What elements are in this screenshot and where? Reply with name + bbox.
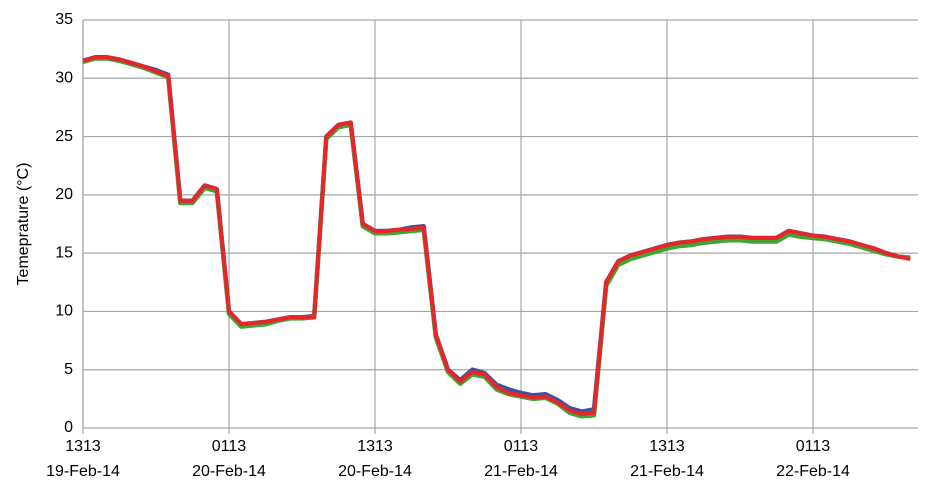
x-tick-label: 20-Feb-14	[338, 463, 412, 480]
x-tick-label: 0113	[504, 438, 539, 455]
y-tick-label: 25	[55, 128, 73, 145]
x-tick-label: 21-Feb-14	[630, 463, 704, 480]
y-axis-title: Temeprature (°C)	[15, 163, 32, 286]
series-line	[82, 55, 911, 416]
y-tick-label: 5	[64, 361, 73, 378]
x-tick-label: 0113	[796, 438, 831, 455]
y-tick-label: 10	[55, 303, 73, 320]
x-tick-label: 21-Feb-14	[484, 463, 558, 480]
series-line	[82, 56, 911, 419]
x-tick-label: 19-Feb-14	[46, 463, 120, 480]
x-tick-label: 1313	[357, 438, 393, 455]
y-tick-label: 35	[55, 11, 73, 28]
x-tick-label: 1313	[65, 438, 101, 455]
y-tick-label: 30	[55, 70, 73, 87]
y-tick-label: 15	[55, 244, 73, 261]
x-tick-label: 22-Feb-14	[776, 463, 850, 480]
y-tick-label: 20	[55, 186, 73, 203]
x-tick-label: 20-Feb-14	[192, 463, 266, 480]
y-tick-label: 0	[64, 419, 73, 436]
x-tick-label: 0113	[212, 438, 247, 455]
x-tick-label: 1313	[649, 438, 685, 455]
